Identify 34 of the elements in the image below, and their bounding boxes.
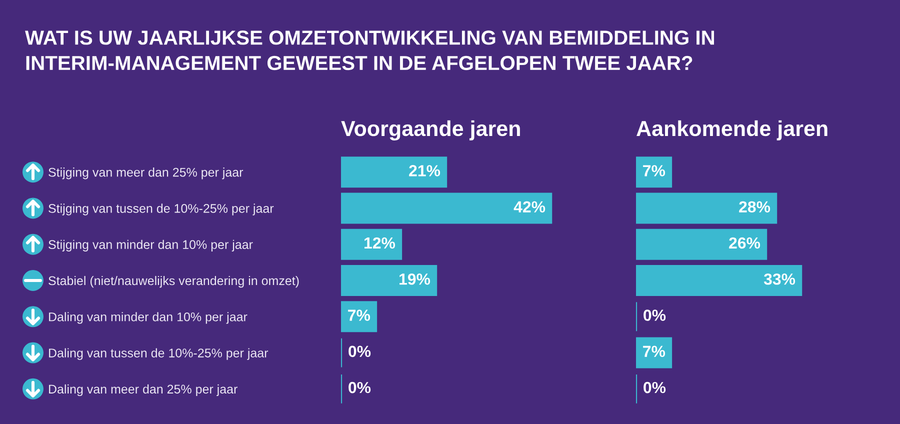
chart-subtitle: Voorgaande jaren (341, 120, 520, 141)
data-label: 0% (644, 310, 666, 321)
bar (341, 265, 438, 296)
data-label: 7% (348, 310, 370, 321)
bar (341, 192, 552, 224)
data-label: 7% (643, 346, 666, 358)
data-label: 42% (514, 201, 546, 212)
bar (636, 337, 672, 368)
bar (636, 228, 768, 260)
bar (341, 228, 402, 260)
bar (636, 192, 778, 224)
y-tick-label: Stijging van minder dan 10% per jaar (48, 240, 253, 252)
data-label: 12% (364, 237, 396, 249)
bar (636, 265, 802, 296)
data-label: 28% (739, 201, 770, 212)
data-label: 26% (729, 237, 760, 249)
y-tick-label: Stijging van tussen de 10%-25% per jaar (48, 204, 274, 216)
y-tick-label: Daling van minder dan 10% per jaar (49, 312, 248, 324)
chart-title: WAT IS UW JAARLIJKSE OMZETONTWIKKELING VAN BEMIDDELING IN INTERIM-MANAGEMENT GEWEEST IN DE AFGELOPEN TWEE JAAR? (25, 30, 714, 70)
data-label: 0% (644, 382, 666, 394)
data-label: 33% (764, 273, 796, 285)
bar (341, 301, 378, 332)
y-tick-label: Stabiel (niet/nauwelijks verandering in omzet) (48, 276, 299, 288)
bar (341, 156, 448, 188)
y-tick-label: Stijging van meer dan 25% per jaar (48, 168, 244, 180)
chart-subtitle: Aankomende jaren (636, 120, 828, 140)
data-label: 7% (643, 165, 666, 176)
data-label: 0% (348, 382, 371, 394)
data-label: 21% (409, 165, 440, 176)
y-tick-label: Daling van tussen de 10%-25% per jaar (49, 348, 268, 360)
y-tick-label: Daling van meer dan 25% per jaar (49, 384, 238, 396)
data-label: 19% (400, 273, 430, 285)
data-label: 0% (348, 346, 371, 358)
bar (636, 156, 672, 188)
